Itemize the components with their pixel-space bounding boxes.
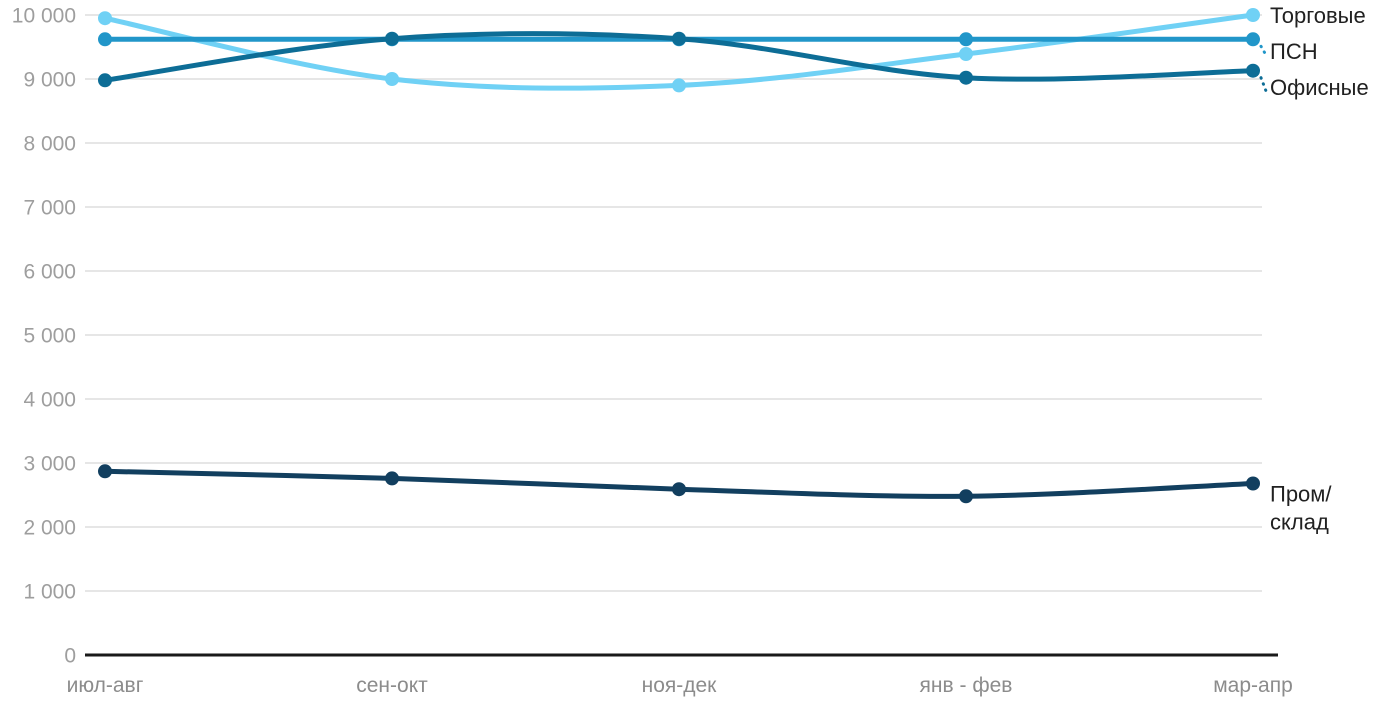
data-point-torgovye xyxy=(385,72,399,86)
y-tick-label: 5 000 xyxy=(23,325,76,348)
y-tick-label: 10 000 xyxy=(12,5,76,28)
y-tick-label: 1 000 xyxy=(23,581,76,604)
y-tick-label: 6 000 xyxy=(23,261,76,284)
data-point-torgovye xyxy=(959,47,973,61)
y-tick-label: 4 000 xyxy=(23,389,76,412)
leader-line-psn xyxy=(1259,44,1268,57)
data-point-prom-sklad xyxy=(959,489,973,504)
data-point-ofisnye xyxy=(959,70,973,85)
series-label-psn: ПСН xyxy=(1270,39,1318,64)
x-tick-label: ноя-дек xyxy=(642,674,718,697)
y-tick-label: 2 000 xyxy=(23,517,76,540)
data-point-prom-sklad xyxy=(385,471,399,486)
series-label-torgovye: Торговые xyxy=(1270,3,1366,28)
y-tick-label: 7 000 xyxy=(23,197,76,220)
data-point-psn xyxy=(1246,32,1260,47)
y-tick-label: 0 xyxy=(64,645,76,668)
data-point-ofisnye xyxy=(385,31,399,46)
data-point-ofisnye xyxy=(672,31,686,46)
series-label-prom-sklad: Пром/ xyxy=(1270,482,1332,507)
data-point-prom-sklad xyxy=(98,464,112,479)
data-point-psn xyxy=(98,32,112,47)
data-point-prom-sklad xyxy=(1246,476,1260,491)
data-point-psn xyxy=(959,32,973,47)
data-point-torgovye xyxy=(1246,8,1260,22)
data-point-ofisnye xyxy=(98,73,112,88)
series-label-ofisnye: Офисные xyxy=(1270,75,1369,100)
x-tick-label: сен-окт xyxy=(356,674,428,697)
x-tick-label: мар-апр xyxy=(1213,674,1293,697)
data-point-torgovye xyxy=(98,11,112,26)
leader-line-ofisnye xyxy=(1259,76,1268,93)
data-point-torgovye xyxy=(672,78,686,93)
data-point-prom-sklad xyxy=(672,482,686,497)
data-point-ofisnye xyxy=(1246,63,1260,78)
x-tick-label: янв - фев xyxy=(920,674,1013,697)
y-tick-label: 3 000 xyxy=(23,453,76,476)
y-tick-label: 9 000 xyxy=(23,69,76,92)
series-label-prom-sklad: склад xyxy=(1270,510,1329,535)
x-tick-label: июл-авг xyxy=(67,674,144,697)
y-tick-label: 8 000 xyxy=(23,133,76,156)
